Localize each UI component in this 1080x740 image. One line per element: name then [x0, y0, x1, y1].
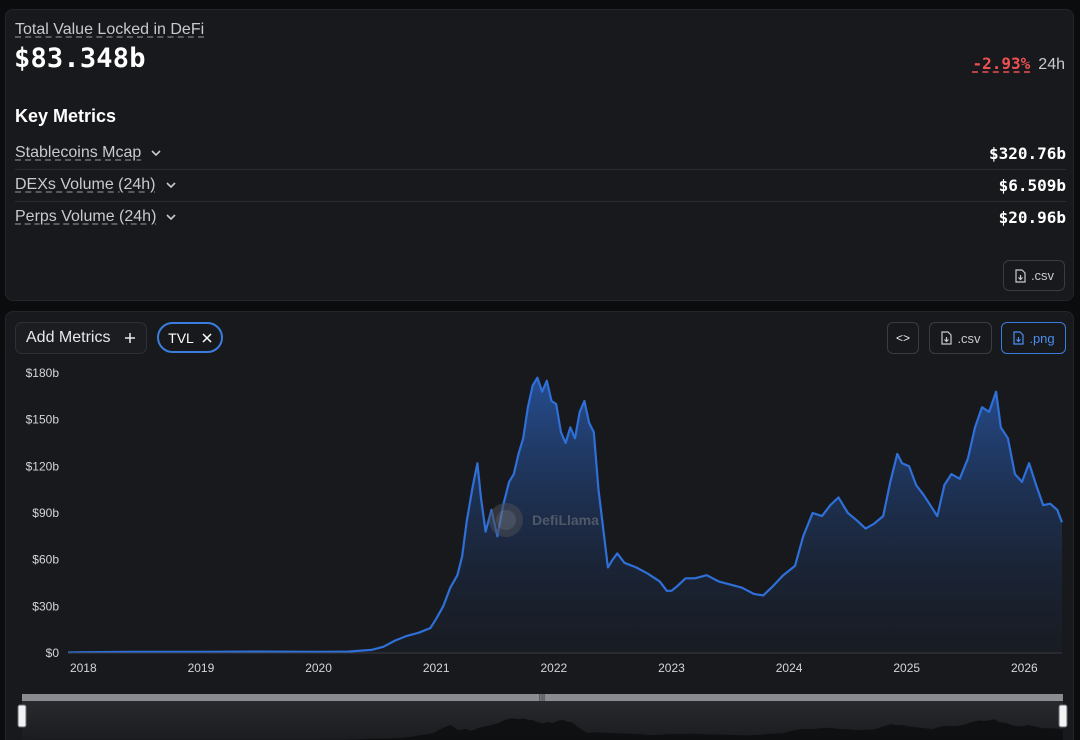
metric-name[interactable]: DEXs Volume (24h) [15, 176, 178, 194]
chart-png-label: .png [1029, 330, 1055, 346]
file-download-icon [941, 331, 953, 345]
csv-label: .csv [1030, 268, 1055, 283]
chart-csv-button[interactable]: .csv [929, 322, 992, 354]
tvl-value: $83.348b [14, 43, 146, 74]
metric-value: $320.76b [988, 143, 1066, 163]
metric-value: $6.509b [998, 175, 1066, 195]
image-download-icon [1013, 331, 1024, 345]
chart-png-button[interactable]: .png [1001, 322, 1066, 354]
chart-csv-label: .csv [957, 330, 981, 346]
tvl-label[interactable]: Total Value Locked in DeFi [15, 21, 205, 38]
add-metrics-button[interactable]: Add Metrics [15, 322, 147, 354]
tvl-chart-card: Add Metrics TVL <> .csv .png [5, 311, 1074, 740]
change-period: 24h [1038, 56, 1065, 73]
embed-button[interactable]: <> [887, 322, 919, 354]
metric-row-dexs-volume[interactable]: DEXs Volume (24h) $6.509b [15, 169, 1066, 202]
metric-name-text: Perps Volume (24h) [15, 208, 157, 225]
metric-row-perps-volume[interactable]: Perps Volume (24h) $20.96b [15, 201, 1066, 233]
metric-value: $20.96b [998, 207, 1066, 227]
metric-row-stablecoins[interactable]: Stablecoins Mcap $320.76b [15, 137, 1066, 170]
tvl-change: -2.93% 24h [973, 54, 1066, 74]
chevron-down-icon [166, 214, 176, 221]
metric-name[interactable]: Stablecoins Mcap [15, 144, 163, 162]
tvl-chip-label: TVL [168, 329, 194, 346]
tvl-summary-card: Total Value Locked in DeFi $83.348b -2.9… [5, 9, 1074, 301]
chevron-down-icon [151, 150, 161, 157]
plus-icon [125, 333, 135, 343]
code-icon: <> [895, 331, 910, 345]
key-metrics-title: Key Metrics [15, 106, 117, 126]
chevron-down-icon [165, 182, 176, 189]
metric-name-text: DEXs Volume (24h) [15, 176, 156, 193]
close-icon[interactable] [202, 332, 212, 343]
change-percent[interactable]: -2.93% [972, 54, 1031, 73]
download-csv-button[interactable]: .csv [1003, 260, 1065, 291]
metric-name-text: Stablecoins Mcap [15, 144, 142, 161]
tvl-metric-chip[interactable]: TVL [157, 322, 223, 353]
metric-name[interactable]: Perps Volume (24h) [15, 208, 178, 226]
file-download-icon [1015, 268, 1026, 283]
add-metrics-label: Add Metrics [26, 329, 111, 346]
